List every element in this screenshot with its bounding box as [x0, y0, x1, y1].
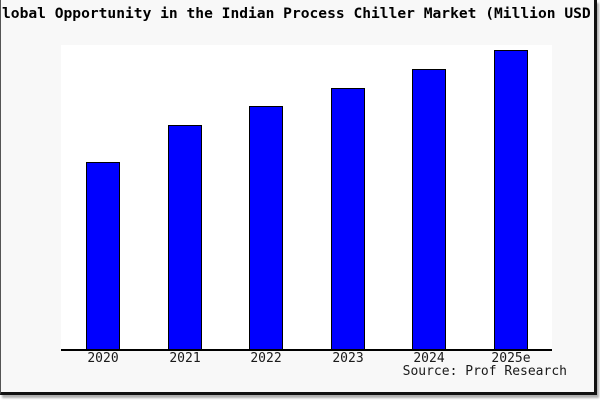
bar-2024: [412, 69, 446, 349]
bar-2022: [249, 106, 283, 349]
bar-2020: [86, 162, 120, 349]
x-tick-label-2024: 2024: [413, 351, 445, 366]
x-tick-label-2023: 2023: [332, 351, 364, 366]
x-tick-label-2022: 2022: [250, 351, 282, 366]
x-tick-label-2020: 2020: [87, 351, 119, 366]
bar-2025e: [494, 50, 528, 349]
x-tick-label-2021: 2021: [169, 351, 201, 366]
bar-2021: [168, 125, 202, 349]
source-note: Source: Prof Research: [402, 364, 567, 379]
chart-title: lobal Opportunity in the Indian Process …: [2, 5, 591, 22]
bar-2023: [331, 88, 365, 349]
plot-area: [61, 45, 552, 351]
x-tick-label-2025e: 2025e: [491, 351, 531, 366]
